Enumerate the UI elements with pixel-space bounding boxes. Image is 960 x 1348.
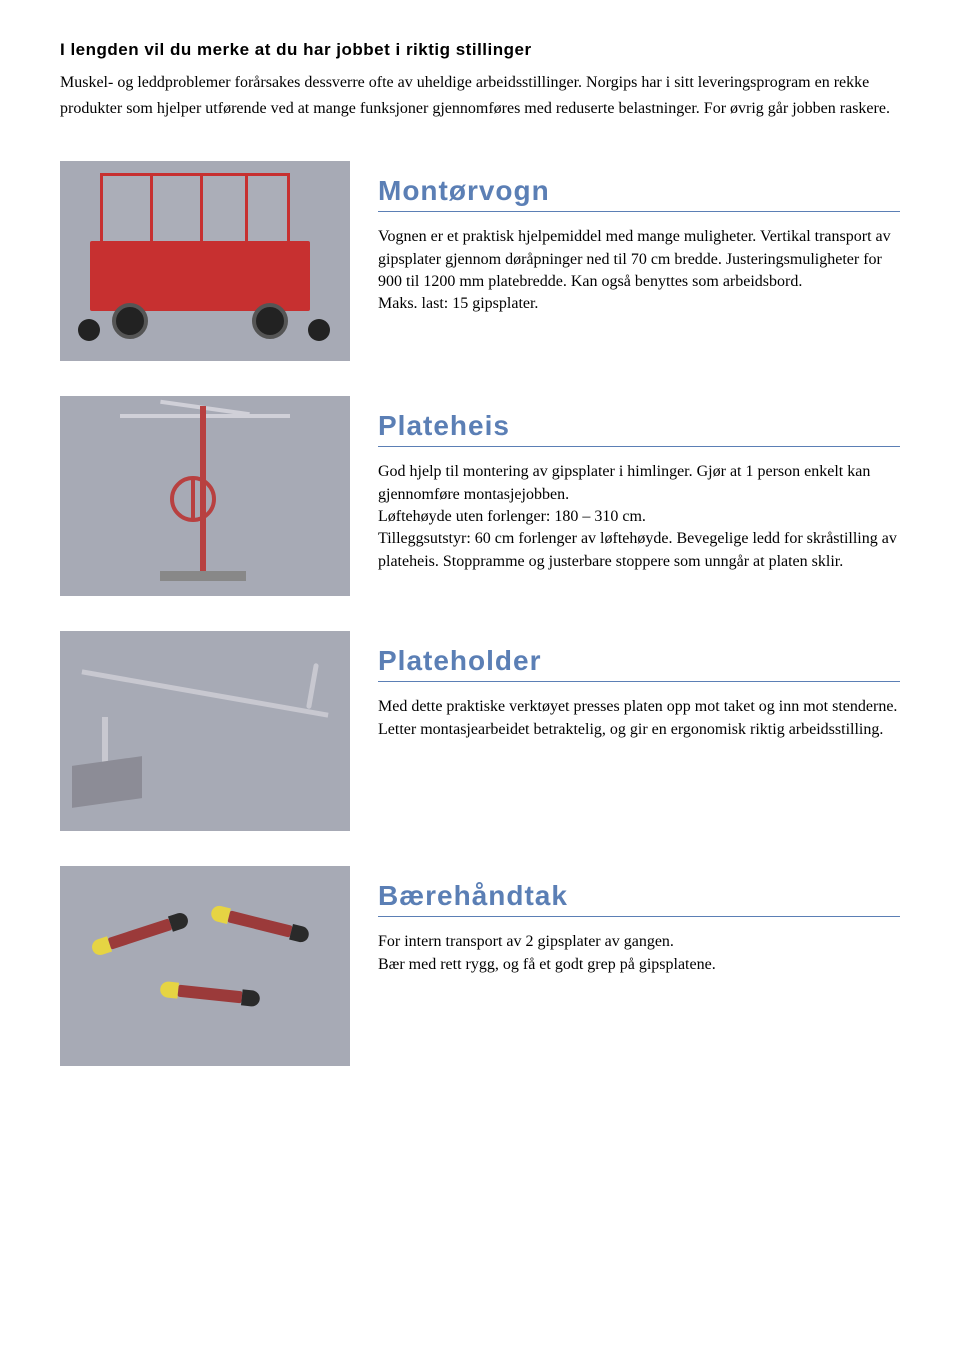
- product-description: For intern transport av 2 gipsplater av …: [378, 931, 900, 976]
- product-title: Bærehåndtak: [378, 880, 900, 917]
- product-text-block: Montørvogn Vognen er et praktisk hjelpem…: [378, 161, 900, 316]
- product-text-block: Plateheis God hjelp til montering av gip…: [378, 396, 900, 573]
- page-intro-text: Muskel- og leddproblemer forårsakes dess…: [60, 70, 900, 121]
- product-row-baerehandtak: Bærehåndtak For intern transport av 2 gi…: [60, 866, 900, 1066]
- product-image-baerehandtak: [60, 866, 350, 1066]
- product-text-block: Plateholder Med dette praktiske verktøye…: [378, 631, 900, 741]
- product-row-montorvogn: Montørvogn Vognen er et praktisk hjelpem…: [60, 161, 900, 361]
- product-title: Plateholder: [378, 645, 900, 682]
- product-title: Plateheis: [378, 410, 900, 447]
- page-header: I lengden vil du merke at du har jobbet …: [60, 40, 900, 121]
- product-title: Montørvogn: [378, 175, 900, 212]
- product-row-plateheis: Plateheis God hjelp til montering av gip…: [60, 396, 900, 596]
- product-description: God hjelp til montering av gipsplater i …: [378, 461, 900, 573]
- product-description: Med dette praktiske verktøyet presses pl…: [378, 696, 900, 741]
- product-image-plateholder: [60, 631, 350, 831]
- product-description: Vognen er et praktisk hjelpemiddel med m…: [378, 226, 900, 316]
- page-title: I lengden vil du merke at du har jobbet …: [60, 40, 900, 60]
- product-image-montorvogn: [60, 161, 350, 361]
- product-row-plateholder: Plateholder Med dette praktiske verktøye…: [60, 631, 900, 831]
- product-image-plateheis: [60, 396, 350, 596]
- product-text-block: Bærehåndtak For intern transport av 2 gi…: [378, 866, 900, 976]
